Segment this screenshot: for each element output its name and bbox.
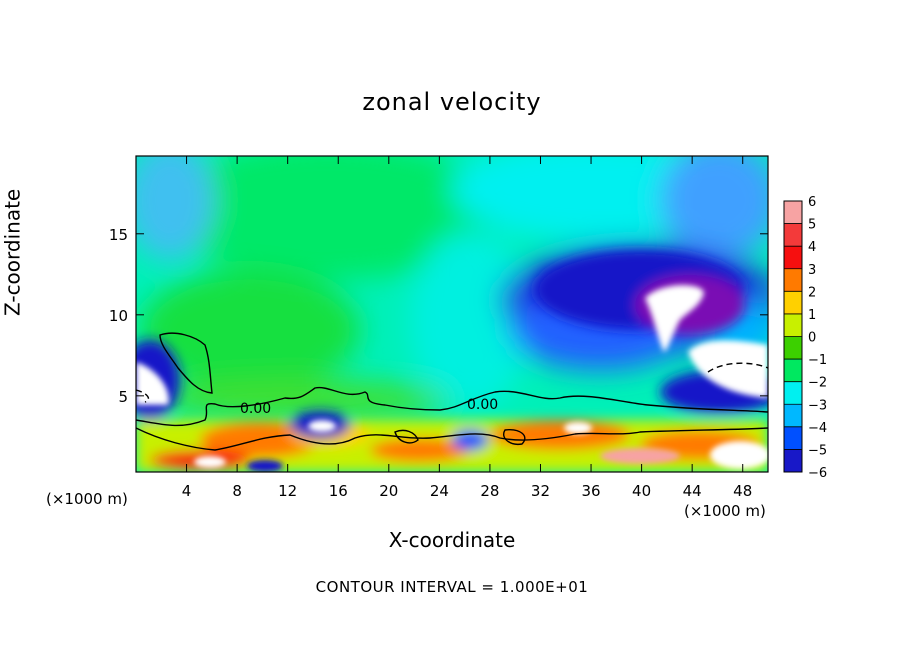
heatmap-field bbox=[136, 156, 768, 472]
x-tick-label: 36 bbox=[581, 482, 600, 500]
zero-contour-island bbox=[159, 332, 213, 394]
plot-frame bbox=[135, 155, 769, 473]
x-unit-right: (×1000 m) bbox=[684, 502, 766, 520]
colorbar-swatch bbox=[784, 404, 802, 428]
colorbar-swatch bbox=[784, 381, 802, 405]
colorbar-label: −5 bbox=[808, 443, 827, 458]
y-axis-label: Z-coordinate bbox=[0, 188, 25, 316]
colorbar-label: 0 bbox=[808, 331, 816, 346]
colorbar-swatch bbox=[784, 313, 802, 337]
colorbar-label: −1 bbox=[808, 353, 827, 368]
x-tick-label: 20 bbox=[379, 482, 398, 500]
colorbar-swatch bbox=[784, 223, 802, 247]
x-unit-left: (×1000 m) bbox=[46, 490, 128, 508]
y-tick-label: 10 bbox=[109, 307, 128, 325]
x-tick-label: 48 bbox=[733, 482, 752, 500]
colorbar-label: 3 bbox=[808, 263, 816, 278]
x-tick-label: 24 bbox=[430, 482, 449, 500]
contour-interval-footer: CONTOUR INTERVAL = 1.000E+01 bbox=[315, 578, 589, 596]
chart-title: zonal velocity bbox=[362, 88, 542, 116]
zero-contour-lower bbox=[136, 427, 768, 451]
x-tick-label: 16 bbox=[329, 482, 348, 500]
y-tick-label: 15 bbox=[109, 226, 128, 244]
y-tick-label: 5 bbox=[118, 388, 128, 406]
colorbar-label: 6 bbox=[808, 195, 816, 210]
colorbar-label: −2 bbox=[808, 376, 827, 391]
colorbar-label: 5 bbox=[808, 218, 816, 233]
x-axis-label: X-coordinate bbox=[388, 528, 516, 552]
contour-label: 0.00 bbox=[467, 397, 498, 413]
x-tick-label: 4 bbox=[182, 482, 192, 500]
colorbar-swatch bbox=[784, 201, 802, 225]
x-tick-label: 32 bbox=[531, 482, 550, 500]
colorbar-label: −4 bbox=[808, 421, 827, 436]
colorbar-swatch bbox=[784, 359, 802, 383]
colorbar-label: 4 bbox=[808, 240, 816, 255]
colorbar-swatch bbox=[784, 291, 802, 315]
colorbar-label: −6 bbox=[808, 466, 827, 481]
colorbar-swatch bbox=[784, 268, 802, 292]
colorbar-label: −3 bbox=[808, 398, 827, 413]
contour-label: 0.00 bbox=[240, 401, 271, 417]
colorbar-swatch bbox=[784, 336, 802, 360]
x-tick-label: 44 bbox=[683, 482, 702, 500]
colorbar-label: 2 bbox=[808, 285, 816, 300]
colorbar-swatch bbox=[784, 246, 802, 270]
x-tick-label: 40 bbox=[632, 482, 651, 500]
x-tick-label: 28 bbox=[480, 482, 499, 500]
colorbar-label: 1 bbox=[808, 308, 816, 323]
zero-contour-upper bbox=[136, 386, 768, 427]
colorbar-swatch bbox=[784, 426, 802, 450]
x-tick-label: 8 bbox=[232, 482, 242, 500]
x-tick-label: 12 bbox=[278, 482, 297, 500]
colorbar: 6 5 4 3 2 1 0 −1 −2 −3 −4 −5 −6 bbox=[783, 195, 827, 481]
contour-lines bbox=[136, 332, 768, 451]
colorbar-swatch bbox=[784, 449, 802, 473]
